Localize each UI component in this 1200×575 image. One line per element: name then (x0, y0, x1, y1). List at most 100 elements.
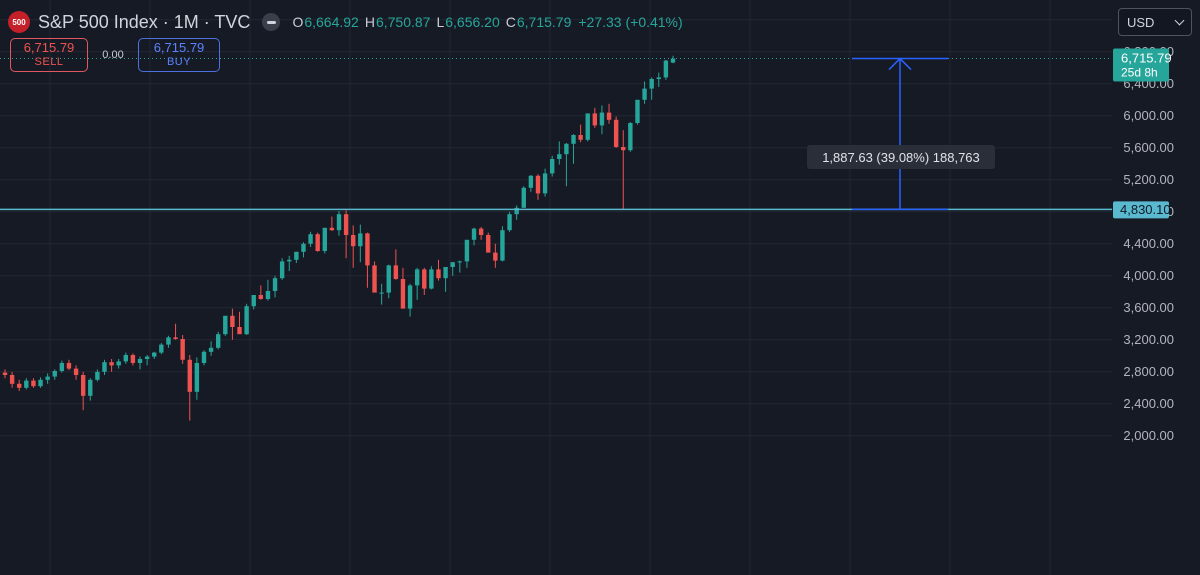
candle-body (215, 334, 221, 348)
candle-body (201, 351, 207, 363)
candle-body (287, 259, 292, 262)
price-tick-label: 5,600.00 (1123, 140, 1174, 155)
candle-body (450, 262, 455, 267)
candle-body (365, 233, 370, 266)
candle-body (571, 135, 576, 144)
candle-body (663, 60, 669, 78)
candle-body (52, 371, 57, 377)
horizontal-line-label: 4,830.10 (1120, 202, 1171, 217)
candle-body (9, 375, 15, 384)
candle-body (244, 306, 249, 335)
candle-body (400, 279, 406, 309)
currency-value: USD (1127, 14, 1155, 30)
candle-body (628, 123, 633, 151)
symbol-title[interactable]: S&P 500 Index · 1M · TVC (38, 11, 251, 32)
price-tick-label: 3,600.00 (1123, 300, 1174, 315)
candle-body (557, 154, 562, 159)
candle-body (500, 230, 505, 261)
candle-body (621, 147, 626, 151)
trade-panel: 6,715.79 SELL 0.00 6,715.79 BUY (10, 38, 220, 72)
minus-icon[interactable] (262, 13, 281, 31)
buy-button[interactable]: 6,715.79 BUY (138, 38, 220, 72)
candle-body (379, 292, 384, 294)
candle-body (159, 344, 164, 353)
candle-body (358, 233, 363, 247)
candle-body (301, 243, 306, 252)
candle-body (343, 214, 349, 235)
candle-body (109, 362, 114, 366)
candle-body (194, 363, 200, 392)
sp500-logo-icon: 500 (8, 11, 30, 33)
price-tick-label: 6,000.00 (1123, 108, 1174, 123)
candle-body (606, 112, 612, 120)
candle-body (45, 376, 50, 380)
candle-body (649, 79, 654, 89)
candle-body (507, 214, 512, 231)
candle-body (393, 265, 399, 279)
sell-price: 6,715.79 (23, 40, 75, 55)
candle-body (2, 372, 8, 375)
open-value: O6,664.92 (292, 14, 359, 30)
candle-body (251, 295, 256, 307)
currency-select[interactable]: USD (1118, 8, 1192, 36)
candle-body (436, 269, 441, 279)
change-value: +27.33 (+0.41%) (578, 14, 683, 30)
candle-body (329, 227, 335, 231)
candle-body (137, 359, 143, 363)
candle-body (208, 347, 214, 352)
candle-body (351, 235, 356, 247)
candle-body (613, 119, 619, 147)
candle-body (237, 327, 242, 335)
candle-body (493, 252, 498, 261)
candle-body (514, 207, 519, 215)
price-tick-label: 2,400.00 (1123, 396, 1174, 411)
high-value: H6,750.87 (364, 14, 431, 30)
ohlc-legend: O6,664.92 H6,750.87 L6,656.20 C6,715.79 … (292, 14, 682, 30)
candle-body (635, 99, 640, 123)
measure-label: 1,887.63 (39.08%) 188,763 (822, 150, 980, 165)
candle-body (585, 113, 590, 140)
candle-body (173, 337, 178, 339)
candle-body (123, 355, 129, 362)
candle-body (372, 265, 377, 293)
candle-body (656, 77, 661, 79)
candle-body (386, 265, 391, 293)
sell-label: SELL (34, 56, 64, 68)
candle-body (542, 173, 548, 194)
candle-body (116, 361, 121, 366)
candle-body (31, 380, 36, 387)
chart-overlay: 1,887.63 (39.08%) 188,763 (0, 57, 1112, 211)
buy-label: BUY (166, 56, 192, 68)
price-axis[interactable]: 8,400.008,000.007,600.007,200.006,800.00… (1113, 0, 1174, 443)
candle-body (294, 251, 299, 260)
last-price-label: 6,715.79 (1121, 51, 1172, 66)
price-tick-label: 2,800.00 (1123, 364, 1174, 379)
candle-body (549, 159, 555, 174)
spread-value: 0.00 (102, 49, 124, 61)
chart-header: 500 S&P 500 Index · 1M · TVC O6,664.92 H… (8, 8, 683, 36)
candle-body (24, 380, 29, 388)
close-value: C6,715.79 (505, 14, 572, 30)
last-price-tag (1113, 48, 1169, 82)
measure-arrow-icon (888, 57, 912, 71)
candle-body (130, 355, 136, 363)
price-tick-label: 4,400.00 (1123, 236, 1174, 251)
candle-body (152, 352, 157, 357)
candle-body (279, 261, 285, 279)
price-tick-label: 3,200.00 (1123, 332, 1174, 347)
candle-body (464, 239, 470, 262)
candle-body (230, 315, 235, 327)
candle-body (478, 228, 484, 235)
countdown-label: 25d 8h (1121, 66, 1158, 80)
candle-body (486, 235, 491, 253)
low-value: L6,656.20 (436, 14, 500, 30)
candle-body (599, 112, 605, 126)
candle-body (642, 88, 647, 100)
candle-body (322, 227, 327, 251)
sell-button[interactable]: 6,715.79 SELL (10, 38, 88, 72)
candle-body (66, 363, 72, 369)
horizontal-line-tag (1113, 201, 1169, 219)
candle-body (180, 339, 185, 360)
price-tick-label: 5,200.00 (1123, 172, 1174, 187)
